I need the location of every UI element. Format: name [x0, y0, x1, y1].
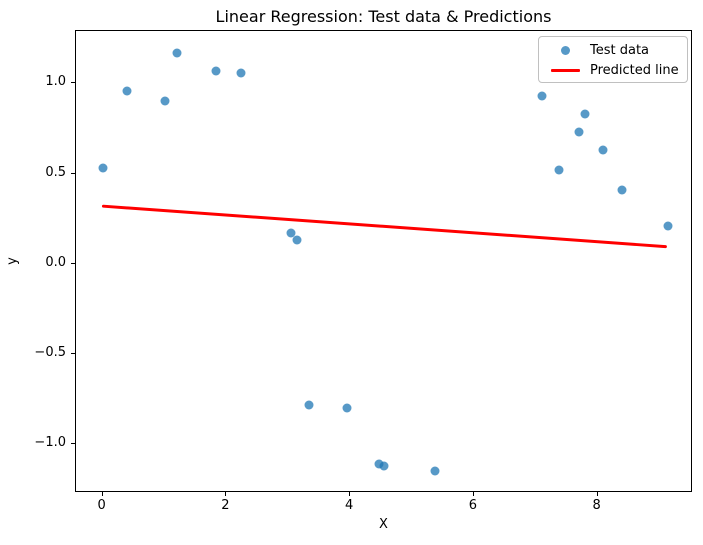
- scatter-point: [172, 48, 182, 58]
- x-tick: [596, 492, 598, 496]
- x-tick: [472, 492, 474, 496]
- scatter-point: [617, 185, 627, 195]
- y-tick: [71, 262, 75, 264]
- scatter-point: [286, 228, 296, 238]
- scatter-point: [580, 109, 590, 119]
- y-tick-label: −1.0: [34, 435, 66, 451]
- y-tick-label: 1.0: [45, 74, 66, 90]
- scatter-point: [342, 403, 352, 413]
- legend-item-predicted-line: Predicted line: [548, 60, 687, 80]
- scatter-point: [598, 145, 608, 155]
- x-tick-label: 8: [592, 498, 601, 513]
- scatter-point: [430, 466, 440, 476]
- x-tick-label: 0: [97, 498, 106, 513]
- scatter-point: [236, 68, 246, 77]
- y-tick: [71, 172, 75, 174]
- x-axis-label: X: [379, 517, 388, 532]
- prediction-line: [101, 204, 667, 249]
- y-tick-label: 0.0: [45, 254, 66, 270]
- scatter-point: [663, 221, 673, 231]
- y-tick: [71, 353, 75, 355]
- legend-marker-cell: [548, 68, 582, 72]
- legend-item-test-data: Test data: [548, 40, 687, 60]
- scatter-point: [304, 400, 314, 410]
- x-tick: [101, 492, 103, 496]
- scatter-point: [160, 96, 170, 106]
- scatter-point: [292, 235, 302, 245]
- x-tick-label: 6: [468, 498, 478, 513]
- legend-label-predicted-line: Predicted line: [590, 62, 679, 78]
- chart-title: Linear Regression: Test data & Predictio…: [215, 7, 552, 26]
- x-tick-label: 2: [221, 498, 230, 513]
- legend: Test data Predicted line: [538, 36, 688, 83]
- x-tick: [349, 492, 351, 496]
- x-tick: [225, 492, 227, 496]
- y-tick: [71, 82, 75, 84]
- scatter-point: [379, 461, 389, 471]
- legend-marker-cell: [548, 45, 582, 55]
- scatter-point: [374, 459, 384, 469]
- scatter-point: [554, 165, 564, 175]
- y-tick-label: 0.5: [45, 164, 66, 180]
- scatter-point: [122, 86, 132, 96]
- y-tick-label: −0.5: [34, 345, 66, 361]
- prediction-line-layer: [101, 204, 667, 249]
- plot-area: Test data Predicted line: [75, 30, 692, 492]
- scatter-point: [537, 91, 547, 101]
- scatter-point: [211, 66, 221, 76]
- scatter-point: [98, 163, 108, 173]
- scatter-point: [574, 127, 583, 137]
- legend-dot-marker-icon: [560, 45, 570, 55]
- legend-line-marker-icon: [550, 68, 580, 72]
- y-tick: [71, 443, 75, 445]
- y-axis-label: y: [5, 257, 20, 265]
- x-tick-label: 4: [345, 498, 354, 513]
- legend-label-test-data: Test data: [590, 42, 650, 58]
